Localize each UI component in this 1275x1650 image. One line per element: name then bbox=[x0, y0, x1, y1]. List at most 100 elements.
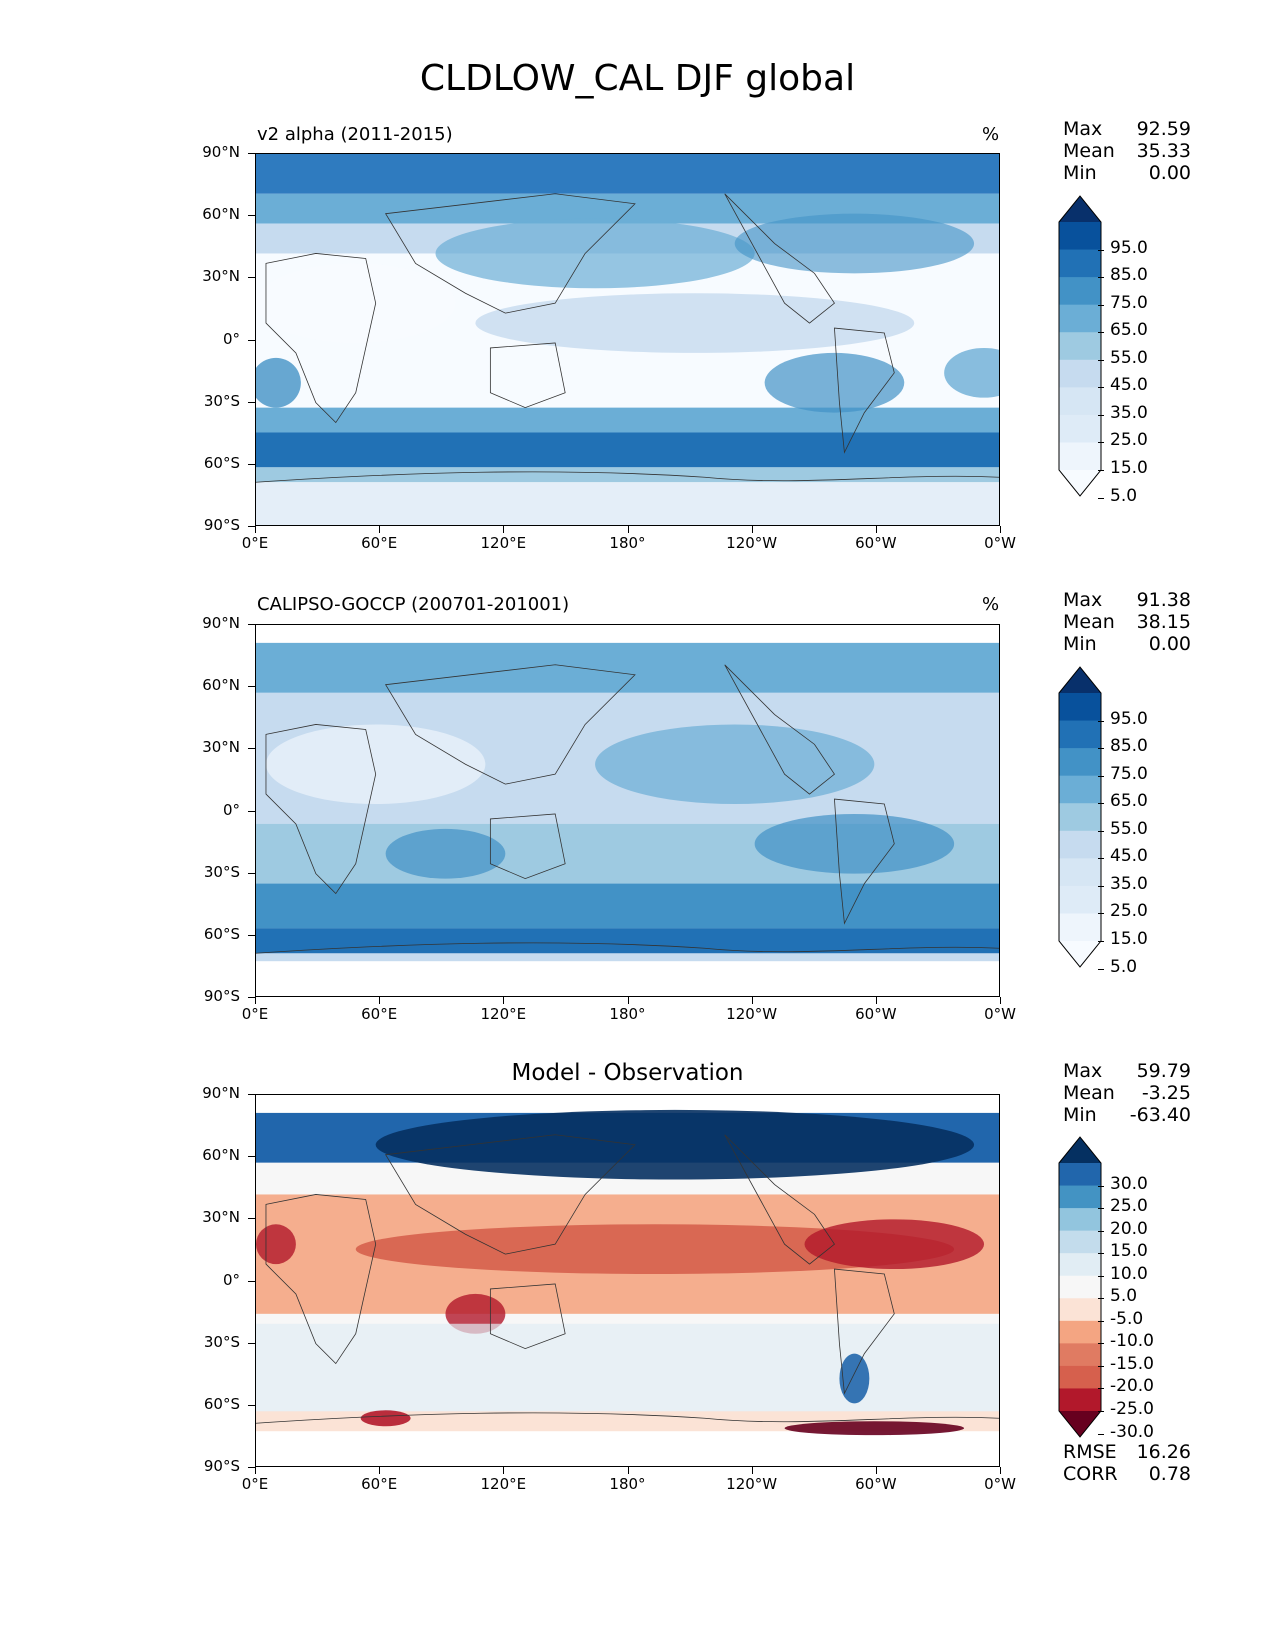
y-tick-mark bbox=[248, 1342, 255, 1344]
y-tick-mark bbox=[248, 215, 255, 217]
colorbar-segment bbox=[1059, 830, 1101, 859]
colorbar-segment bbox=[1059, 304, 1101, 333]
colorbar-tick-mark bbox=[1098, 359, 1104, 361]
colorbar-tick-mark bbox=[1098, 470, 1104, 471]
colorbar-tick-label: 55.0 bbox=[1110, 818, 1148, 839]
map-field bbox=[256, 625, 999, 996]
colorbar-segment bbox=[1059, 1230, 1101, 1254]
y-tick-mark bbox=[248, 1094, 255, 1095]
colorbar-tick-mark bbox=[1098, 1320, 1104, 1322]
y-tick-mark bbox=[248, 1156, 255, 1158]
y-tick-mark bbox=[248, 686, 255, 688]
y-tick-label: 30°N bbox=[202, 738, 240, 757]
units-label: % bbox=[982, 124, 1000, 145]
colorbar-segment bbox=[1059, 775, 1101, 804]
colorbar-tick-label: 15.0 bbox=[1110, 929, 1148, 949]
colorbar-tick-mark bbox=[1098, 249, 1104, 251]
colorbar-tick-mark bbox=[1098, 1433, 1104, 1435]
y-tick-label: 30°N bbox=[202, 267, 240, 286]
colorbar-tick-label: -30.0 bbox=[1110, 1421, 1154, 1442]
y-tick-mark bbox=[248, 463, 255, 465]
x-tick-mark bbox=[1000, 997, 1001, 1004]
x-tick-mark bbox=[751, 1467, 753, 1474]
stat-value: 59.79 bbox=[1136, 1060, 1191, 1082]
stat-label: Min bbox=[1063, 162, 1097, 184]
colorbar-tick-mark bbox=[1098, 720, 1104, 722]
y-tick-label: 30°N bbox=[202, 1208, 240, 1227]
stat-value: 0.00 bbox=[1148, 162, 1191, 184]
y-tick-label: 60°N bbox=[202, 205, 240, 224]
y-tick-mark bbox=[248, 1218, 255, 1220]
x-tick-label: 120°E bbox=[480, 1005, 527, 1023]
x-tick-label: 60°W bbox=[855, 534, 897, 552]
colorbar-tick-mark bbox=[1098, 1298, 1104, 1300]
y-tick-label: 60°S bbox=[203, 453, 240, 472]
x-tick-mark bbox=[255, 1467, 256, 1474]
y-tick-mark bbox=[248, 339, 255, 341]
colorbar-tick-mark bbox=[1098, 1365, 1104, 1367]
stat-mean-row: Mean 38.15 bbox=[1063, 611, 1191, 633]
stat-mean-row: Mean 35.33 bbox=[1063, 140, 1191, 162]
y-tick-label: 0° bbox=[222, 329, 240, 348]
y-tick-label: 90°N bbox=[202, 1084, 240, 1102]
y-tick-label: 90°S bbox=[203, 1457, 240, 1475]
y-tick-mark bbox=[248, 934, 255, 936]
colorbar-tick-mark bbox=[1098, 830, 1104, 832]
colorbar-tick-label: -25.0 bbox=[1110, 1399, 1154, 1419]
x-tick-mark bbox=[627, 997, 629, 1004]
y-tick-mark bbox=[248, 1280, 255, 1282]
colorbar-tick-mark bbox=[1098, 1208, 1104, 1210]
x-tick-mark bbox=[875, 997, 877, 1004]
colorbar-segment bbox=[1059, 1343, 1101, 1367]
corr-value: 0.78 bbox=[1148, 1463, 1191, 1485]
colorbar-graphic bbox=[1058, 1136, 1102, 1438]
x-tick-label: 60°W bbox=[855, 1005, 897, 1023]
colorbar-tick-label: 5.0 bbox=[1110, 956, 1138, 977]
x-tick-label: 60°W bbox=[855, 1475, 897, 1493]
x-tick-label: 180° bbox=[609, 534, 646, 552]
x-tick-mark bbox=[751, 526, 753, 533]
stat-min-row: Min 0.00 bbox=[1063, 162, 1191, 184]
colorbar-tick-mark bbox=[1098, 748, 1104, 750]
stats-block: Max 59.79 Mean -3.25 Min -63.40 bbox=[1063, 1060, 1191, 1126]
colorbar-tick-label: 75.0 bbox=[1110, 292, 1148, 313]
stats-block: Max 91.38 Mean 38.15 Min 0.00 bbox=[1063, 589, 1191, 655]
x-tick-mark bbox=[379, 1467, 381, 1474]
y-tick-mark bbox=[248, 872, 255, 874]
stat-value: -63.40 bbox=[1129, 1104, 1191, 1126]
x-tick-mark bbox=[875, 1467, 877, 1474]
x-tick-label: 0°W bbox=[984, 534, 1016, 552]
x-tick-mark bbox=[503, 997, 505, 1004]
colorbar-tick-label: 30.0 bbox=[1110, 1173, 1148, 1194]
colorbar-segment bbox=[1059, 913, 1101, 942]
stat-mean-row: Mean -3.25 bbox=[1063, 1082, 1191, 1104]
stat-value: 91.38 bbox=[1136, 589, 1191, 611]
colorbar-tick-mark bbox=[1098, 1343, 1104, 1345]
y-tick-label: 90°N bbox=[202, 614, 240, 632]
colorbar-tick-mark bbox=[1098, 304, 1104, 306]
colorbar-segment bbox=[1059, 720, 1101, 749]
stat-value: 92.59 bbox=[1136, 118, 1191, 140]
x-tick-mark bbox=[503, 526, 505, 533]
x-tick-label: 60°E bbox=[361, 1005, 398, 1023]
x-tick-label: 0°E bbox=[241, 1005, 269, 1023]
colorbar-tick-label: 65.0 bbox=[1110, 791, 1148, 812]
y-tick-mark bbox=[248, 810, 255, 812]
colorbar-segment bbox=[1059, 277, 1101, 306]
stat-label: Min bbox=[1063, 633, 1097, 655]
colorbar-tick-label: 75.0 bbox=[1110, 763, 1148, 784]
y-tick-label: 90°S bbox=[203, 987, 240, 1005]
colorbar: 95.0 85.0 75.0 65.0 55.0 45.0 35.0 25.0 15.0 5.0 bbox=[1058, 666, 1198, 977]
colorbar-tick-mark bbox=[1098, 1253, 1104, 1255]
colorbar-tick-mark bbox=[1098, 497, 1104, 499]
stats-block: Max 92.59 Mean 35.33 Min 0.00 bbox=[1063, 118, 1191, 184]
colorbar-segment bbox=[1059, 1208, 1101, 1232]
colorbar-extend-max bbox=[1059, 196, 1101, 222]
stat-min-row: Min 0.00 bbox=[1063, 633, 1191, 655]
colorbar-segment bbox=[1059, 387, 1101, 416]
y-tick-mark bbox=[248, 624, 255, 625]
colorbar-tick-label: 25.0 bbox=[1110, 901, 1148, 922]
colorbar-segment bbox=[1059, 803, 1101, 832]
colorbar-tick-mark bbox=[1098, 941, 1104, 942]
y-tick-label: 90°S bbox=[203, 516, 240, 534]
